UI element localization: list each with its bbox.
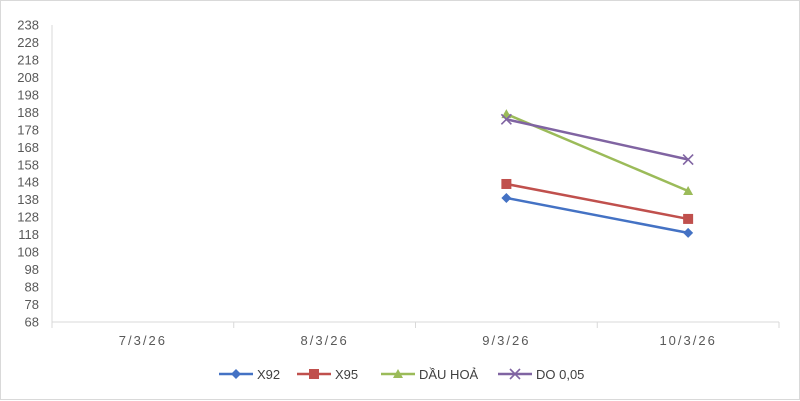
series-line <box>506 196 689 235</box>
square-marker <box>309 369 319 379</box>
y-tick-label: 88 <box>25 280 39 295</box>
x-tick-label: 10/3/26 <box>659 333 716 348</box>
y-tick-label: 148 <box>17 175 39 190</box>
triangle-marker <box>683 185 694 195</box>
series-2 <box>501 109 694 195</box>
legend-item: DO 0,05 <box>498 367 584 382</box>
y-tick-label: 128 <box>17 210 39 225</box>
square-marker <box>501 178 512 189</box>
diamond-marker <box>683 227 694 238</box>
y-tick-label: 178 <box>17 122 39 137</box>
x-tick-label: 7/3/26 <box>119 333 167 348</box>
series-layer <box>500 109 694 238</box>
y-tick-label: 208 <box>17 70 39 85</box>
legend-item: X92 <box>219 367 280 382</box>
y-tick-label: 238 <box>17 18 39 33</box>
y-tick-label: 78 <box>25 297 39 312</box>
y-tick-label: 168 <box>17 140 39 155</box>
y-tick-label: 98 <box>25 262 39 277</box>
y-tick-label: 188 <box>17 105 39 120</box>
y-tick-label: 228 <box>17 35 39 50</box>
x-marker <box>509 368 521 380</box>
legend: X92 X95 DẦU HOẢ DO 0,05 <box>219 367 584 382</box>
x-marker <box>682 153 694 166</box>
y-tick-label: 108 <box>17 245 39 260</box>
legend-label: X92 <box>257 367 280 382</box>
x-marker-stroke <box>509 368 521 380</box>
y-tick-label: 158 <box>17 157 39 172</box>
y-tick-label: 138 <box>17 192 39 207</box>
series-1 <box>501 178 694 224</box>
diamond-marker <box>231 369 241 379</box>
triangle-marker <box>393 369 403 378</box>
y-tick-label: 68 <box>25 315 39 330</box>
legend-label: DO 0,05 <box>536 367 584 382</box>
legend-item: X95 <box>297 367 358 382</box>
x-marker-stroke <box>500 113 512 125</box>
y-axis: 68 78 88 98 108 118 128 138 148 158 168 178 188 198 20… <box>17 18 53 330</box>
x-tick-label: 8/3/26 <box>301 333 349 348</box>
series-line <box>506 182 689 221</box>
diamond-marker <box>501 192 512 203</box>
series-3 <box>500 113 694 166</box>
series-0 <box>501 192 694 238</box>
x-marker-stroke <box>682 153 694 166</box>
y-tick-label: 118 <box>18 227 39 242</box>
x-marker <box>500 113 512 125</box>
series-line <box>506 118 689 161</box>
legend-label: X95 <box>335 367 358 382</box>
square-marker <box>683 213 694 224</box>
y-tick-label: 198 <box>17 87 39 102</box>
legend-label: DẦU HOẢ <box>419 367 479 382</box>
x-axis: 7/3/26 8/3/26 9/3/26 10/3/26 <box>51 321 780 348</box>
legend-item: DẦU HOẢ <box>381 367 479 382</box>
y-tick-label: 218 <box>17 52 39 67</box>
x-tick-label: 9/3/26 <box>482 333 530 348</box>
